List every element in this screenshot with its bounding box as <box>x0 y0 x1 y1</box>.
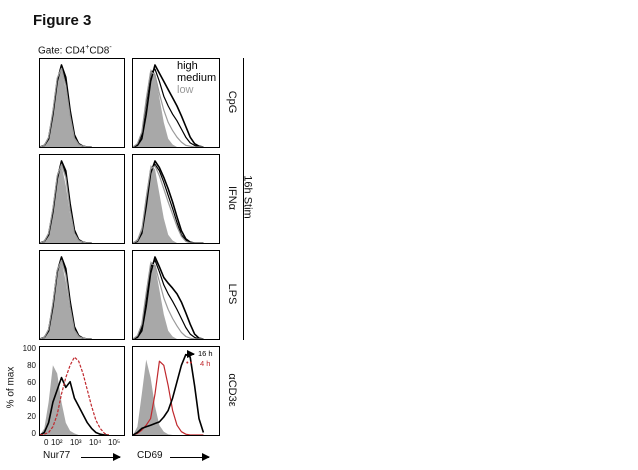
row-label-cpg: CpG <box>226 90 238 114</box>
y-tick: 100 <box>22 344 36 353</box>
histogram-panel-ifna-nur77 <box>39 154 125 244</box>
histogram-line-low <box>40 67 92 147</box>
histogram-fill-control <box>133 261 204 339</box>
histogram-fill-control <box>40 165 92 243</box>
x-arrow-cd69 <box>170 453 210 461</box>
histogram-panel-acd3e-nur77 <box>39 346 125 436</box>
legend-4h-swatch: •• <box>186 358 194 367</box>
histogram-panel-acd3e-cd69 <box>132 346 220 436</box>
y-tick: 20 <box>27 412 36 421</box>
histogram-line-16-h <box>133 353 205 435</box>
row-label-acd3e: αCD3ε <box>226 373 238 407</box>
histogram-line-low <box>133 165 204 243</box>
histogram-line-low <box>133 263 204 339</box>
x-arrow-nur77 <box>81 453 121 461</box>
histogram-fill-control <box>40 261 92 339</box>
x-tick: 10⁵ <box>108 438 121 447</box>
row-label-lps: LPS <box>226 283 238 305</box>
histogram-line-low <box>40 259 92 339</box>
histogram-fill-control <box>40 69 92 147</box>
histogram-panel-lps-cd69 <box>132 250 220 340</box>
legend-16h-swatch <box>185 350 195 358</box>
legend-low: low <box>177 84 194 96</box>
histogram-line-4-h <box>40 356 110 435</box>
legend-4h: 4 h <box>200 359 211 368</box>
row-label-ifna: IFNα <box>226 185 238 211</box>
x-tick: 10⁴ <box>89 438 102 447</box>
histogram-line-low <box>133 71 204 147</box>
x-axis-label-cd69: CD69 <box>137 450 163 461</box>
x-tick: 0 <box>44 438 49 447</box>
histogram-panel-ifna-cd69 <box>132 154 220 244</box>
histogram-line-high <box>133 64 204 147</box>
stim-label: 16h Stim <box>241 175 254 219</box>
legend-medium: medium <box>177 72 217 84</box>
histogram-fill-control <box>133 69 204 147</box>
y-tick: 60 <box>27 378 36 387</box>
gate-label: Gate: CD4+CD8- <box>38 44 112 57</box>
y-tick: 80 <box>27 361 36 370</box>
x-axis-label-nur77: Nur77 <box>43 450 71 461</box>
figure-title: Figure 3 <box>33 12 92 29</box>
histogram-panel-cpg-cd69 <box>132 58 220 148</box>
legend-high: high <box>177 60 198 72</box>
x-tick: 10² <box>51 438 63 447</box>
legend-16h: 16 h <box>198 349 213 358</box>
histogram-line-low <box>40 163 92 243</box>
x-tick: 10³ <box>70 438 82 447</box>
stim-bracket-line <box>243 58 244 340</box>
y-tick: 40 <box>27 395 36 404</box>
histogram-fill-control <box>133 165 204 243</box>
histogram-fill-control <box>40 365 109 435</box>
y-tick: 0 <box>31 429 36 438</box>
histogram-line-16-h <box>40 376 109 435</box>
histogram-line-high <box>133 256 204 339</box>
histogram-panel-cpg-nur77 <box>39 58 125 148</box>
histogram-panel-lps-nur77 <box>39 250 125 340</box>
